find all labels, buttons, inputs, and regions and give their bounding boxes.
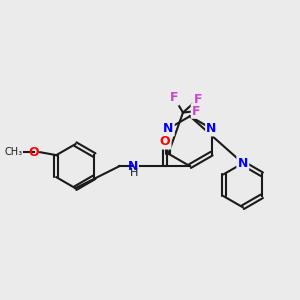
Text: N: N	[238, 157, 248, 170]
Text: N: N	[128, 160, 139, 173]
Text: N: N	[163, 122, 173, 135]
Text: F: F	[192, 105, 200, 118]
Text: F: F	[170, 92, 178, 104]
Text: H: H	[130, 169, 139, 178]
Text: O: O	[160, 135, 170, 148]
Text: N: N	[206, 122, 217, 135]
Text: CH₃: CH₃	[4, 147, 22, 157]
Text: F: F	[194, 93, 202, 106]
Text: O: O	[28, 146, 39, 159]
